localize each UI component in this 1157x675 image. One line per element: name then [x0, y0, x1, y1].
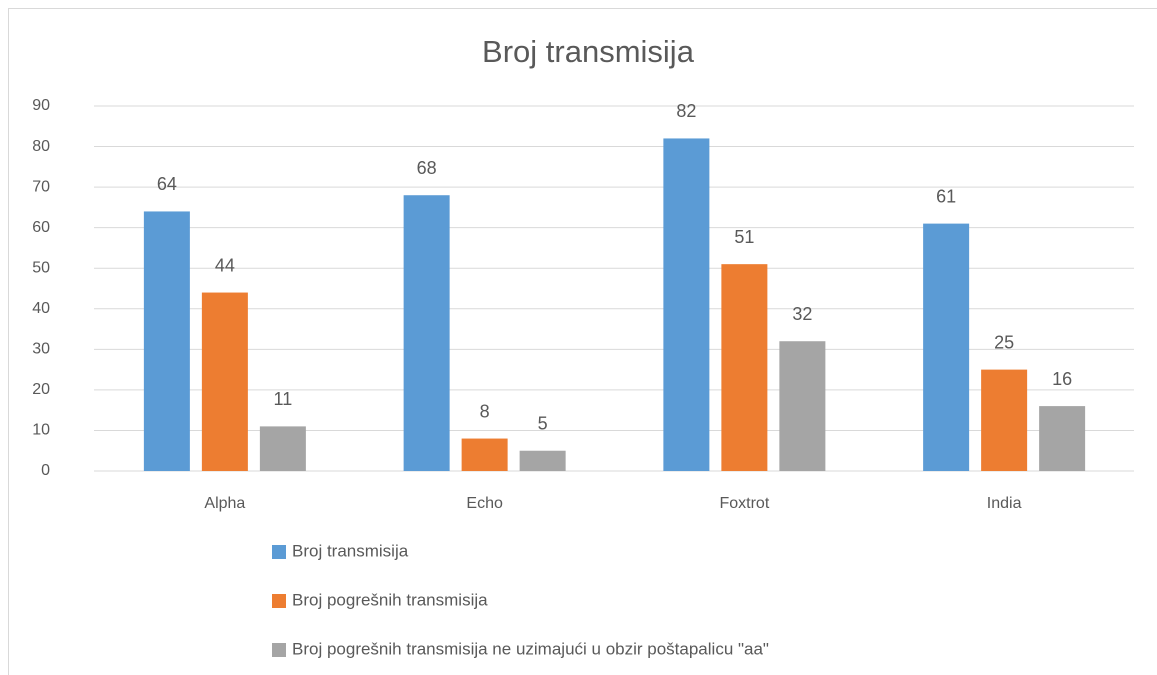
bar: [201, 292, 248, 471]
legend-label: Broj pogrešnih transmisija: [292, 590, 488, 609]
y-tick-label: 80: [32, 138, 50, 155]
x-tick-label: Foxtrot: [719, 495, 769, 512]
y-tick-label: 40: [32, 300, 50, 317]
bar: [461, 438, 508, 471]
bar: [519, 450, 566, 471]
legend-label: Broj pogrešnih transmisija ne uzimajući …: [292, 639, 769, 658]
data-label: 11: [274, 389, 293, 409]
bar: [1039, 406, 1086, 471]
chart-title: Broj transmisija: [482, 34, 695, 69]
data-label: 8: [480, 401, 490, 421]
y-tick-label: 60: [32, 219, 50, 236]
data-label: 32: [792, 304, 812, 324]
y-tick-label: 30: [32, 341, 50, 358]
x-tick-label: Alpha: [204, 495, 245, 512]
legend-swatch: [272, 545, 286, 559]
data-label: 5: [538, 413, 548, 433]
legend-swatch: [272, 594, 286, 608]
data-label: 25: [994, 332, 1014, 352]
bar: [403, 195, 450, 471]
bar: [663, 138, 710, 471]
bar: [143, 211, 190, 471]
data-label: 68: [417, 158, 437, 178]
y-tick-label: 10: [32, 422, 50, 439]
x-tick-label: India: [987, 495, 1022, 512]
x-tick-label: Echo: [466, 495, 503, 512]
bar: [779, 341, 826, 471]
y-tick-label: 50: [32, 259, 50, 276]
data-label: 44: [215, 255, 235, 275]
legend-swatch: [272, 643, 286, 657]
bar: [981, 369, 1028, 471]
y-tick-label: 70: [32, 178, 50, 195]
bar: [923, 223, 970, 471]
data-label: 82: [676, 101, 696, 121]
data-label: 51: [734, 227, 754, 247]
y-tick-label: 90: [32, 97, 50, 114]
bar: [259, 426, 306, 471]
y-tick-label: 0: [41, 462, 50, 479]
y-tick-label: 20: [32, 381, 50, 398]
bar: [721, 264, 768, 471]
data-label: 64: [157, 174, 177, 194]
data-label: 16: [1052, 369, 1072, 389]
data-label: 61: [936, 186, 956, 206]
legend-label: Broj transmisija: [292, 541, 409, 560]
